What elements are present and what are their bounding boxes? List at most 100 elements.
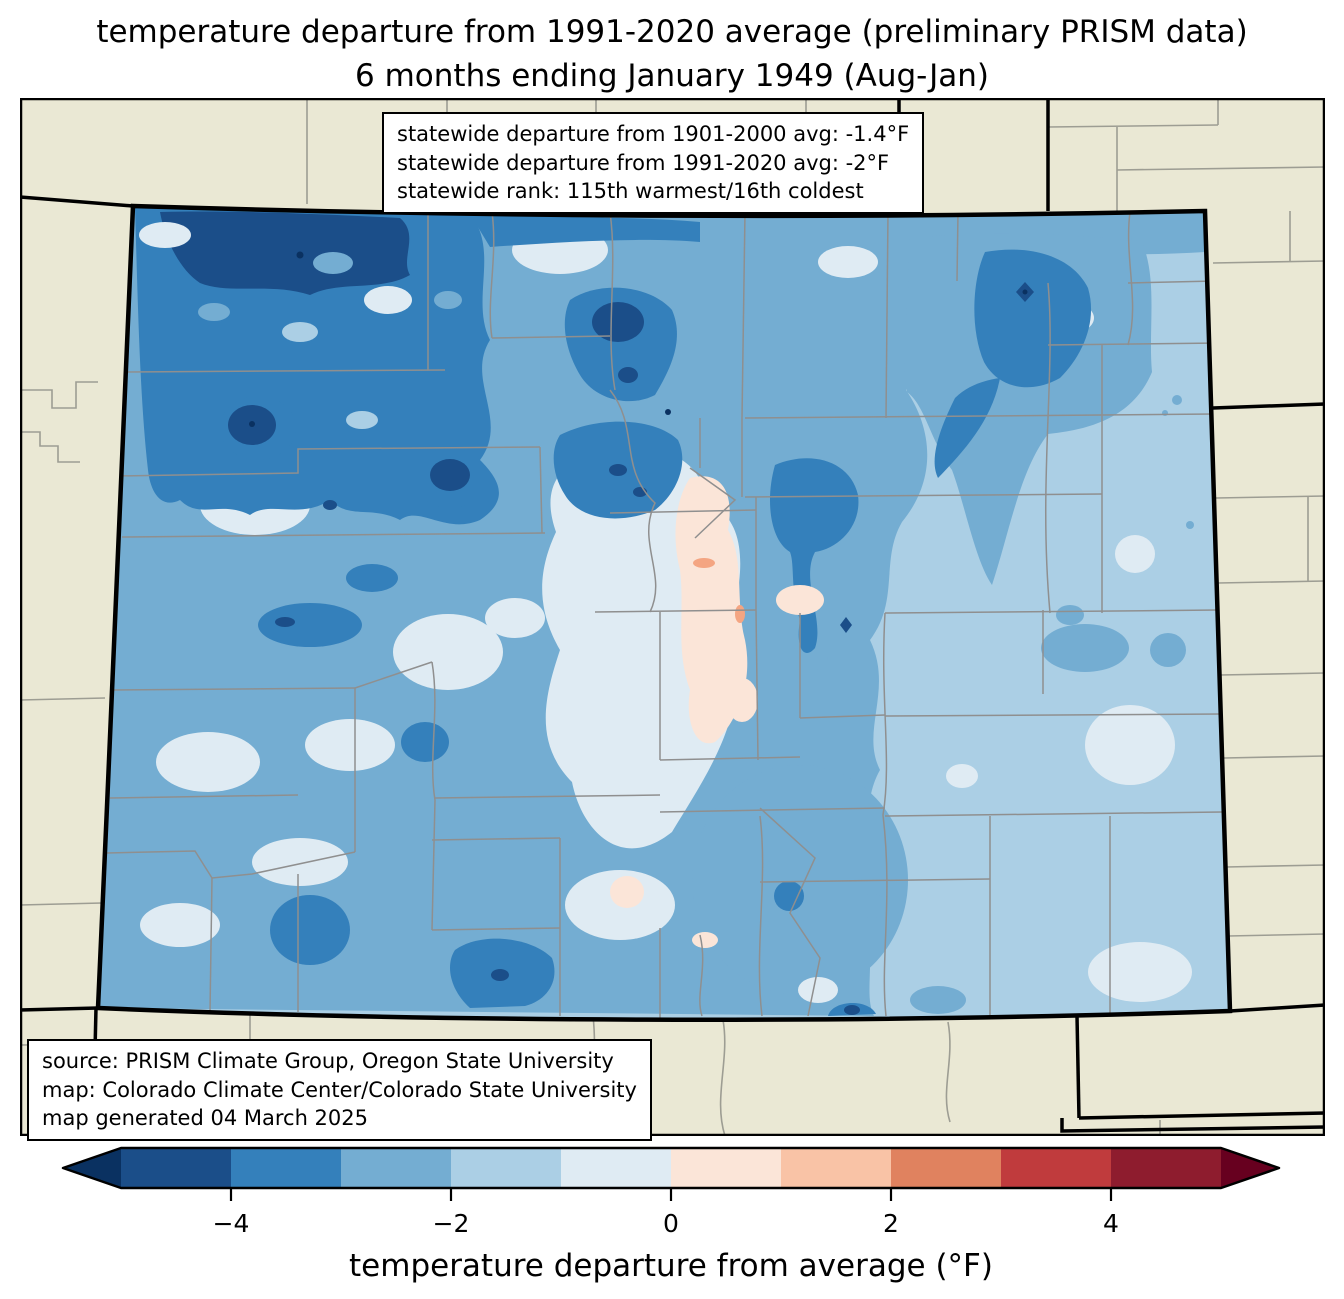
- county-line: [741, 211, 746, 419]
- county-line: [20, 697, 106, 701]
- county-line: [20, 381, 98, 409]
- colorbar-bin: [1111, 1148, 1221, 1188]
- contour-layer-deepest: [249, 251, 1028, 427]
- contour-spots-pale: [139, 222, 412, 314]
- county-line: [111, 687, 356, 691]
- county-line: [354, 661, 433, 689]
- tick-label: −2: [433, 1209, 470, 1238]
- county-line: [431, 927, 561, 931]
- contour-spots-light: [282, 322, 378, 429]
- county-line: [109, 794, 299, 799]
- contour-layer-peach: [610, 476, 824, 948]
- county-line: [659, 756, 801, 761]
- state-line: [1075, 1015, 1081, 1119]
- county-line: [1225, 864, 1325, 868]
- colorbar-under-arrow: [63, 1148, 121, 1188]
- colorbar-bin: [231, 1148, 341, 1188]
- colorbar-tick-labels: −4 −2 0 2 4: [213, 1209, 1119, 1238]
- county-line: [209, 877, 213, 1013]
- county-line: [20, 431, 80, 463]
- county-line: [882, 612, 888, 1017]
- county-line: [744, 413, 1219, 419]
- county-line: [1127, 211, 1134, 346]
- source-line-1: source: PRISM Climate Group, Oregon Stat…: [42, 1049, 614, 1073]
- stats-line-2: statewide departure from 1991-2020 avg: …: [397, 150, 890, 175]
- county-line: [885, 211, 889, 419]
- colorbar-bin: [121, 1148, 231, 1188]
- county-line: [20, 902, 103, 906]
- county-line: [121, 532, 546, 538]
- county-line: [434, 794, 661, 799]
- county-line: [431, 837, 561, 841]
- county-line: [884, 811, 1223, 817]
- state-line: [20, 195, 134, 208]
- source-line-2: map: Colorado Climate Center/Colorado St…: [42, 1077, 637, 1102]
- title-line-1: temperature departure from 1991-2020 ave…: [96, 14, 1248, 50]
- colorbar-bin: [1001, 1148, 1111, 1188]
- county-line: [609, 389, 657, 613]
- county-line: [884, 609, 1223, 614]
- county-line: [719, 1019, 726, 1136]
- county-line: [1227, 933, 1325, 937]
- county-line: [945, 1021, 951, 1123]
- state-line: [1212, 402, 1325, 410]
- county-line: [1212, 260, 1325, 264]
- state-line: [1078, 1111, 1325, 1120]
- county-line: [1215, 495, 1325, 499]
- colorbar-bin: [671, 1148, 781, 1188]
- tick-label: 2: [883, 1209, 899, 1238]
- county-line: [799, 714, 886, 719]
- contour-fill: [98, 206, 1230, 1020]
- colorbar-bin: [561, 1148, 671, 1188]
- county-line: [489, 211, 495, 339]
- source-line-3: map generated 04 March 2025: [42, 1106, 369, 1130]
- county-line: [1219, 672, 1325, 676]
- source-box: source: PRISM Climate Group, Oregon Stat…: [27, 1039, 652, 1141]
- colorbar: −4 −2 0 2 4 temperature departure from a…: [61, 1146, 1281, 1284]
- county-line: [119, 369, 446, 373]
- colorbar-bin: [341, 1148, 451, 1188]
- contour-spots-medium: [198, 252, 462, 321]
- county-line: [884, 713, 1223, 717]
- county-line: [609, 509, 757, 514]
- county-line: [609, 211, 616, 391]
- county-line: [431, 661, 436, 801]
- tick-label: −4: [213, 1209, 250, 1238]
- colorbar-bin: [781, 1148, 891, 1188]
- county-line: [594, 609, 757, 613]
- county-line: [491, 335, 611, 339]
- tick-label: 4: [1103, 1209, 1119, 1238]
- county-line: [1223, 755, 1325, 759]
- county-line: [1116, 166, 1325, 171]
- title-line-2: 6 months ending January 1949 (Aug-Jan): [355, 58, 989, 94]
- state-line: [1229, 1003, 1325, 1013]
- county-line: [659, 807, 886, 813]
- colorbar-bin: [451, 1148, 561, 1188]
- colorbar-bin: [891, 1148, 1001, 1188]
- county-line: [1047, 124, 1219, 128]
- county-line: [1127, 280, 1219, 284]
- colorado-anomaly-map: [20, 98, 1325, 1136]
- county-line: [755, 609, 759, 761]
- county-line: [744, 493, 1103, 498]
- county-line: [115, 446, 541, 477]
- county-line: [1044, 282, 1051, 614]
- colorbar-outline: [61, 1146, 1281, 1190]
- colorbar-ticks: [229, 1188, 1113, 1201]
- tick-label: 0: [663, 1209, 679, 1238]
- colorado-state-border: [95, 203, 1233, 1022]
- state-line: [20, 1006, 99, 1012]
- colorado-county-lines: [106, 211, 1223, 1018]
- statewide-stats-box: statewide departure from 1901-2000 avg: …: [382, 112, 925, 214]
- county-line: [431, 799, 436, 931]
- county-line: [1047, 342, 1222, 346]
- stats-line-1: statewide departure from 1901-2000 avg: …: [397, 122, 910, 146]
- stats-line-3: statewide rank: 115th warmest/16th colde…: [397, 179, 864, 203]
- county-line: [956, 211, 959, 282]
- county-line: [689, 467, 737, 539]
- county-line: [699, 934, 704, 1017]
- county-line: [1217, 580, 1325, 584]
- colorbar-segments: [63, 1148, 1279, 1188]
- colorbar-over-arrow: [1221, 1148, 1279, 1188]
